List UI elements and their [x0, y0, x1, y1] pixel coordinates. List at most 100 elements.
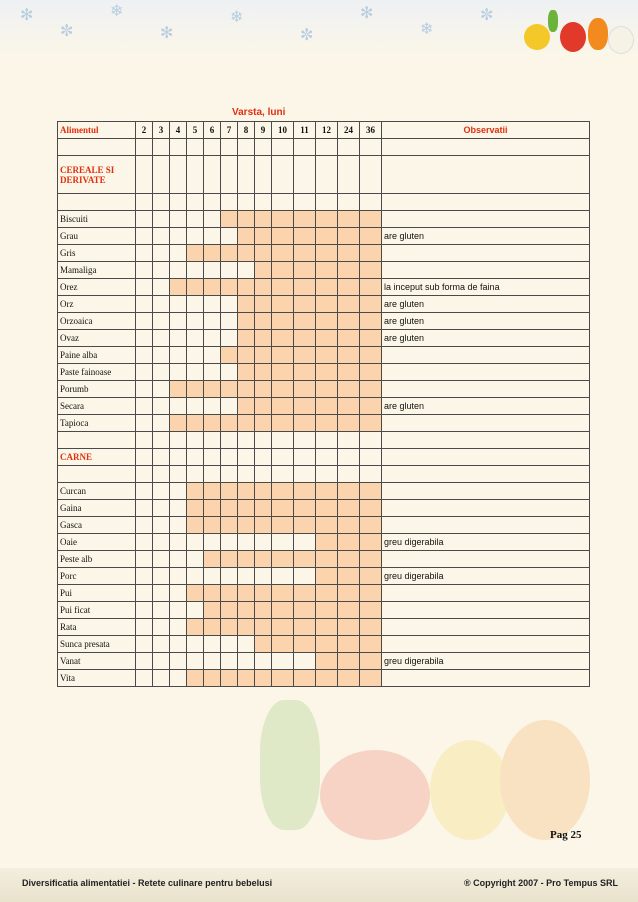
month-cell: [169, 635, 187, 653]
month-cell: [169, 244, 187, 262]
allowed-month-cell: [203, 414, 221, 432]
month-cell: [293, 465, 316, 483]
month-cell: [220, 567, 238, 585]
table-cell: [220, 138, 238, 156]
table-row: Gasca: [57, 516, 590, 534]
allowed-month-cell: [293, 516, 316, 534]
allowed-month-cell: [237, 380, 255, 398]
note-cell: [381, 155, 590, 194]
month-cell: [186, 652, 204, 670]
allowed-month-cell: [271, 601, 294, 619]
month-cell: [203, 635, 221, 653]
month-cell: [220, 652, 238, 670]
snowflake-icon: ✻: [160, 25, 174, 42]
allowed-month-cell: [293, 635, 316, 653]
allowed-month-cell: [186, 482, 204, 500]
month-cell: [135, 448, 153, 466]
allowed-month-cell: [186, 669, 204, 687]
allowed-month-cell: [337, 278, 360, 296]
allowed-month-cell: [237, 329, 255, 347]
allowed-month-cell: [220, 346, 238, 364]
allowed-month-cell: [203, 278, 221, 296]
allowed-month-cell: [254, 261, 272, 279]
allowed-month-cell: [237, 363, 255, 381]
month-cell: [186, 635, 204, 653]
age-axis-title: Varsta, luni: [232, 107, 286, 118]
allowed-month-cell: [186, 516, 204, 534]
food-name: Curcan: [57, 482, 136, 500]
note-cell: [381, 448, 590, 466]
allowed-month-cell: [315, 584, 338, 602]
food-age-table: Alimentul 2 3 4 5 6 7 8 9 10 11 12 24 36 Observatii CER…: [57, 121, 590, 687]
snowflake-icon: ✻: [360, 5, 374, 22]
allowed-month-cell: [293, 414, 316, 432]
month-cell: [152, 329, 170, 347]
allowed-month-cell: [254, 278, 272, 296]
allowed-month-cell: [271, 278, 294, 296]
allowed-month-cell: [271, 414, 294, 432]
month-cell: [237, 567, 255, 585]
food-name: Vanat: [57, 652, 136, 670]
month-cell: [359, 465, 382, 483]
allowed-month-cell: [237, 499, 255, 517]
month-cell: [254, 431, 272, 449]
month-cell: [169, 329, 187, 347]
month-cell: [135, 499, 153, 517]
table-row: Gris: [57, 244, 590, 262]
month-cell: [254, 193, 272, 211]
food-name: Pui: [57, 584, 136, 602]
table-row: Vita: [57, 669, 590, 687]
table-cell: [254, 138, 272, 156]
allowed-month-cell: [271, 227, 294, 245]
allowed-month-cell: [254, 414, 272, 432]
allowed-month-cell: [315, 499, 338, 517]
allowed-month-cell: [359, 635, 382, 653]
allowed-month-cell: [315, 278, 338, 296]
month-cell: [169, 193, 187, 211]
allowed-month-cell: [315, 414, 338, 432]
allowed-month-cell: [293, 227, 316, 245]
allowed-month-cell: [359, 346, 382, 364]
allowed-month-cell: [315, 346, 338, 364]
month-cell: [135, 261, 153, 279]
month-cell: [169, 669, 187, 687]
month-cell: [186, 329, 204, 347]
allowed-month-cell: [337, 244, 360, 262]
note-cell: [381, 346, 590, 364]
table-cell: [169, 138, 187, 156]
allowed-month-cell: [254, 380, 272, 398]
allowed-month-cell: [203, 669, 221, 687]
allowed-month-cell: [293, 363, 316, 381]
table-row: Orez la inceput sub forma de faina: [57, 278, 590, 296]
table-cell: [359, 138, 382, 156]
month-cell: [293, 567, 316, 585]
allowed-month-cell: [203, 516, 221, 534]
food-name: Peste alb: [57, 550, 136, 568]
month-cell: [152, 499, 170, 517]
allowed-month-cell: [237, 618, 255, 636]
allowed-month-cell: [315, 482, 338, 500]
note-cell: [381, 618, 590, 636]
snowflake-icon: ✼: [60, 23, 74, 40]
month-cell: [203, 567, 221, 585]
table-row: Pui ficat: [57, 601, 590, 619]
month-cell: [152, 155, 170, 194]
month-cell: [135, 465, 153, 483]
month-cell: [186, 193, 204, 211]
allowed-month-cell: [359, 516, 382, 534]
month-cell: [237, 155, 255, 194]
month-cell: [203, 295, 221, 313]
table-cell: [315, 138, 338, 156]
allowed-month-cell: [315, 295, 338, 313]
note-cell: [381, 210, 590, 228]
allowed-month-cell: [271, 550, 294, 568]
month-cell: [254, 567, 272, 585]
month-cell: [254, 448, 272, 466]
allowed-month-cell: [315, 669, 338, 687]
allowed-month-cell: [237, 397, 255, 415]
note-cell: greu digerabila: [381, 567, 590, 585]
month-cell: [186, 397, 204, 415]
table-cell: [293, 138, 316, 156]
food-name: Mamaliga: [57, 261, 136, 279]
allowed-month-cell: [293, 295, 316, 313]
